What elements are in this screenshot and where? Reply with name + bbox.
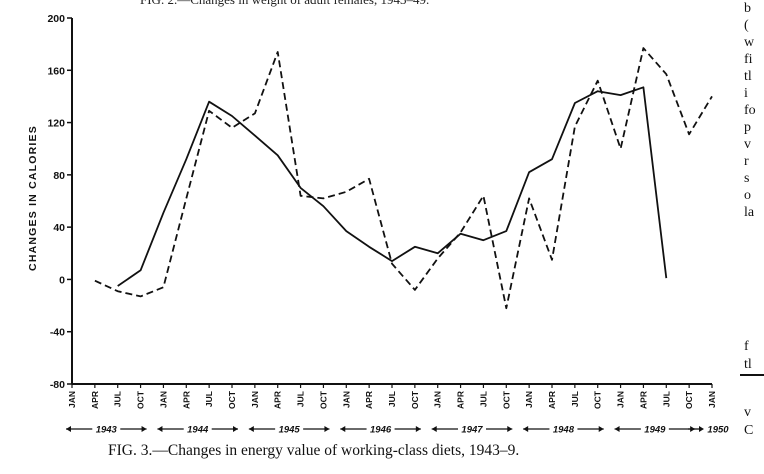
year-arrow-head [340, 426, 346, 432]
y-axis-label: CHANGES IN CALORIES [27, 125, 39, 271]
year-arrow-head [699, 426, 704, 432]
chart-axes: -80 -40 0 40 80 120 160 200 [47, 13, 712, 391]
year-label: 1943 [96, 425, 118, 436]
year-arrow-head [523, 426, 529, 432]
x-tick-label: APR [364, 391, 374, 409]
x-axis-labels: JAN APR JUL OCT JAN APR JUL OCT JAN APR JUL OCT JAN A… [67, 384, 717, 409]
side-fragment: v [744, 137, 751, 152]
x-tick-label: APR [547, 391, 557, 409]
x-tick-label: APR [90, 391, 100, 409]
year-arrow-head [233, 426, 238, 432]
x-tick-label: JUL [661, 391, 671, 407]
y-tick-label: 160 [47, 65, 65, 77]
x-tick-label: JAN [524, 391, 534, 408]
figure-caption: FIG. 3.—Changes in energy value of worki… [108, 442, 520, 459]
clipped-previous-caption: FIG. 2.—Changes in weight of adult femal… [140, 0, 429, 8]
side-fragment: tl [744, 357, 752, 372]
x-tick-label: JAN [433, 391, 443, 408]
x-tick-label: JUL [478, 391, 488, 407]
y-tick-label: 200 [47, 13, 65, 25]
year-arrow-head [324, 426, 330, 432]
side-fragment: v [744, 405, 751, 420]
year-label: 1944 [187, 425, 209, 436]
x-tick-label: OCT [593, 390, 603, 409]
x-tick-label: OCT [410, 390, 420, 409]
x-tick-label: JUL [204, 391, 214, 407]
x-tick-label: OCT [318, 390, 328, 409]
side-fragment: tl [744, 69, 752, 84]
side-fragment: s [744, 171, 750, 186]
x-tick-label: JUL [296, 391, 306, 407]
dashed-series-line [94, 47, 713, 310]
year-arrow-head [431, 426, 437, 432]
x-tick-label: JAN [250, 391, 260, 408]
year-band: 1943 1944 1945 1946 1947 1948 1949 1950 [66, 425, 729, 436]
side-fragment: w [744, 35, 755, 50]
x-tick-label: OCT [227, 390, 237, 409]
x-tick-label: JUL [113, 391, 123, 407]
x-tick-label: OCT [136, 390, 146, 409]
side-fragment: r [744, 154, 749, 169]
x-tick-label: JUL [570, 391, 580, 407]
year-label: 1945 [279, 425, 301, 436]
year-label: 1949 [644, 425, 666, 436]
year-arrow-head [66, 426, 71, 432]
y-tick-label: -40 [50, 327, 65, 339]
chart-series [94, 47, 713, 310]
year-arrow-head [415, 426, 421, 432]
side-fragment: p [744, 120, 751, 135]
clipped-side-column: b(w fi tl i fo p v r s o la f tl v C [742, 0, 764, 474]
year-label: 1946 [370, 425, 392, 436]
x-tick-label: JAN [67, 391, 77, 408]
side-fragment: o [744, 188, 751, 203]
side-fragment: ( [744, 18, 749, 33]
side-fragment: la [744, 205, 755, 220]
y-tick-label: -80 [50, 379, 65, 391]
side-fragment: f [744, 339, 749, 354]
x-tick-label: APR [273, 391, 283, 409]
x-tick-label: OCT [501, 390, 511, 409]
side-rule [740, 374, 764, 376]
year-arrow-head [141, 426, 147, 432]
year-arrow-head [598, 426, 604, 432]
year-label: 1947 [461, 425, 483, 436]
y-tick-label: 80 [53, 170, 65, 182]
y-tick-label: 0 [59, 274, 65, 286]
year-arrow-head [157, 426, 163, 432]
x-tick-label: JAN [616, 391, 626, 408]
x-tick-label: APR [638, 391, 648, 409]
year-arrow-head [248, 426, 254, 432]
year-arrow-head [507, 426, 513, 432]
x-tick-label: APR [456, 391, 466, 409]
x-tick-label: JAN [158, 391, 168, 408]
year-label: 1948 [553, 425, 575, 436]
side-fragment: fi [744, 52, 753, 67]
year-label: 1950 [707, 425, 729, 436]
side-fragment: b [744, 1, 751, 16]
solid-series-line [117, 86, 668, 287]
x-tick-label: JUL [387, 391, 397, 407]
side-fragment: C [744, 423, 754, 438]
x-tick-label: OCT [684, 390, 694, 409]
year-arrow-head [614, 426, 620, 432]
y-tick-label: 120 [47, 118, 65, 130]
side-fragment: i [744, 86, 748, 101]
x-tick-label: JAN [341, 391, 351, 408]
x-tick-label: APR [181, 391, 191, 409]
x-tick-label: JAN [707, 391, 717, 408]
y-tick-label: 40 [53, 222, 65, 234]
side-fragment: fo [744, 103, 756, 118]
